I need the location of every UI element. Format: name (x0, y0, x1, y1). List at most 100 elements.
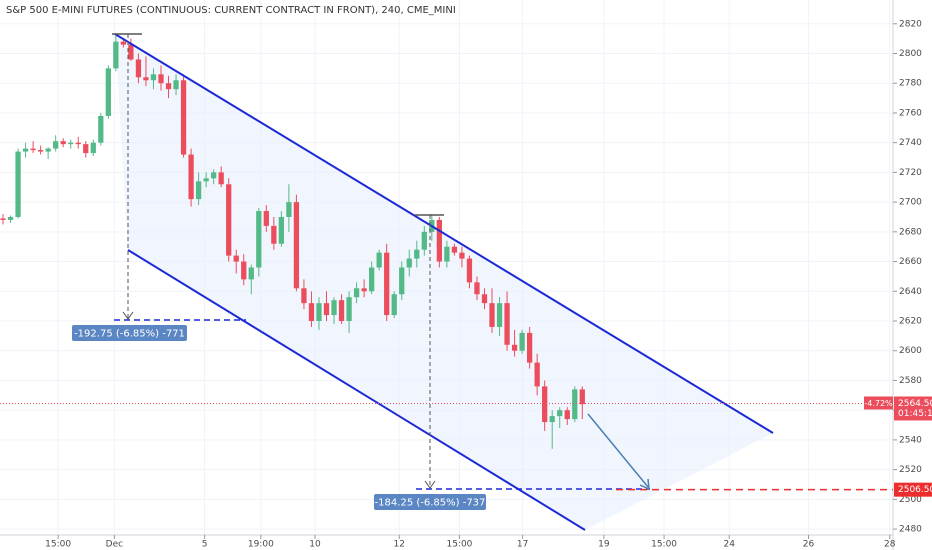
candle-body (165, 83, 172, 90)
candle-body (331, 300, 337, 316)
axes: 2480250025202540256025802600262026402660… (0, 19, 932, 550)
candle-body (301, 288, 307, 304)
candle-body (135, 59, 142, 78)
measure-arrow (424, 480, 436, 489)
candle-body (376, 252, 382, 268)
candle-body (53, 141, 59, 149)
y-tick-label: 2740 (899, 138, 922, 148)
candle-body (7, 216, 14, 220)
x-tick-label: 26 (803, 540, 815, 550)
measure-label: -184.25 (-6.85%) -737 (375, 498, 486, 509)
candle-body (384, 252, 390, 316)
candle-body (90, 142, 96, 154)
measure-label: -192.75 (-6.85%) -771 (74, 329, 185, 340)
candle-body (105, 68, 111, 116)
x-tick-label: 15:00 (446, 540, 472, 550)
candle-body (466, 258, 473, 283)
y-tick-label: 2480 (899, 525, 922, 535)
candle-body (338, 300, 345, 321)
candle-body (150, 74, 157, 81)
target-label: 2506.50 (898, 485, 932, 495)
candle-body (406, 258, 412, 268)
candle-body (211, 172, 217, 179)
candle-body (195, 181, 202, 200)
candle-body (369, 267, 375, 292)
candle-body (45, 148, 51, 152)
candle-body (83, 144, 89, 154)
projection-arrowhead (639, 478, 650, 491)
y-tick-label: 2640 (899, 287, 922, 297)
x-tick-label: 5 (202, 540, 208, 550)
candle-body (579, 389, 585, 405)
y-tick-label: 2540 (899, 435, 922, 445)
candle-body (278, 216, 284, 244)
y-tick-label: 2580 (899, 376, 922, 386)
chart-title: S&P 500 E-MINI FUTURES (CONTINUOUS: CURR… (6, 5, 456, 16)
channel-fill (115, 34, 773, 530)
x-tick-label: 17 (517, 540, 528, 550)
x-tick-label: 19 (598, 540, 610, 550)
candle-body (481, 294, 488, 304)
candle-body (323, 303, 330, 316)
candle-body (534, 362, 540, 387)
candle-body (188, 154, 194, 200)
countdown-label: 01:45:18 (898, 409, 932, 419)
candle-body (256, 211, 262, 268)
candle-body (542, 386, 548, 423)
x-tick-label: 10 (309, 540, 321, 550)
candle-body (511, 344, 518, 351)
y-tick-label: 2780 (899, 79, 922, 89)
candle-body (173, 80, 179, 90)
candle-body (436, 219, 442, 262)
x-tick-label: 12 (394, 540, 405, 550)
candle-body (459, 252, 465, 259)
candle-body (226, 184, 232, 256)
candle-body (263, 211, 269, 226)
last-price-label: 2564.50 (898, 399, 932, 409)
channel-upper (114, 33, 774, 434)
y-tick-label: 2680 (899, 227, 922, 237)
candle-body (158, 74, 164, 84)
candle-body (60, 141, 66, 145)
candle-body (489, 303, 495, 327)
candle-body (361, 288, 367, 292)
measure-arrow (122, 311, 134, 320)
candle-body (68, 142, 74, 145)
candle-body (557, 410, 563, 417)
y-tick-label: 2700 (899, 198, 922, 208)
candle-body (203, 178, 209, 182)
channel-lower (127, 249, 586, 531)
projection-arrow (587, 413, 649, 488)
candles (0, 35, 585, 449)
candle-body (391, 294, 397, 316)
candle-body (564, 410, 570, 420)
candle-body (346, 297, 352, 321)
candle-body (286, 202, 292, 217)
candle-body (218, 172, 224, 185)
candle-body (444, 246, 450, 262)
y-tick-label: 2500 (899, 495, 922, 505)
candle-body (143, 77, 149, 81)
candle-body (30, 148, 36, 151)
candle-body (180, 80, 187, 155)
candle-body (120, 41, 127, 45)
y-tick-label: 2520 (899, 465, 922, 475)
candle-body (241, 261, 247, 280)
candle-body (496, 303, 503, 327)
candle-body (15, 151, 21, 217)
x-tick-label: 24 (723, 540, 735, 550)
candle-body (128, 44, 134, 60)
candle-body (98, 115, 104, 143)
change-box (864, 396, 893, 410)
x-tick-label: 15:00 (45, 540, 71, 550)
candle-body (308, 303, 315, 321)
y-tick-label: 2760 (899, 108, 922, 118)
candle-body (414, 249, 420, 259)
candle-body (572, 389, 578, 420)
last-price-box (894, 396, 932, 421)
candle-body (0, 218, 6, 220)
candle-body (549, 416, 555, 423)
measure-box (72, 325, 187, 341)
x-tick-label: 28 (884, 540, 896, 550)
